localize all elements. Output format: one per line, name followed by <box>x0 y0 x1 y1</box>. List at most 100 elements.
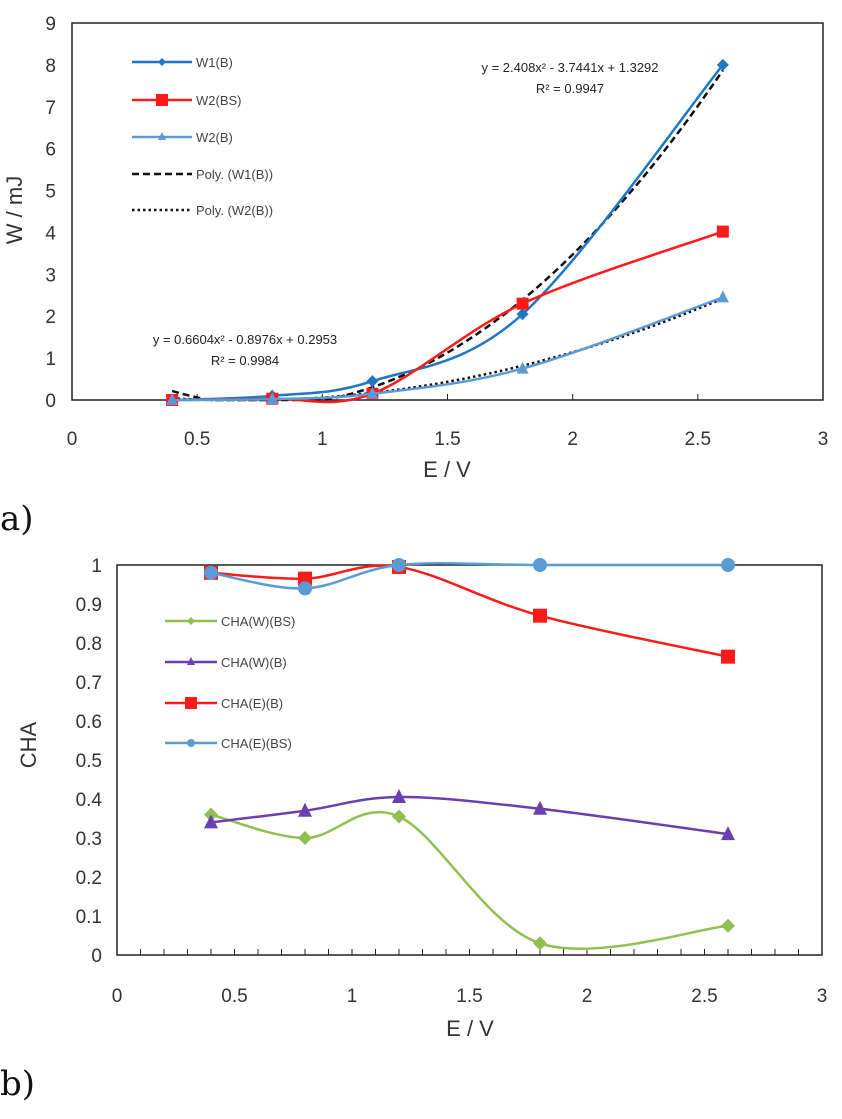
marker-diamond <box>533 936 547 951</box>
marker-triangle <box>298 802 312 817</box>
marker-triangle <box>204 814 218 829</box>
chart-b: 0 0.5 1 1.5 2 2.5 3 0 0.1 0.2 0.3 0.4 0.5 0.6 0.7 0.8 0.… <box>0 556 827 1104</box>
y-axis-label: W / mJ <box>2 176 27 244</box>
legend-label: CHA(W)(B) <box>221 655 287 670</box>
y-tick-label: 6 <box>45 140 56 161</box>
x-tick-label: 0.5 <box>184 429 210 450</box>
y-tick-label: 0.5 <box>76 751 102 772</box>
legend-label: W1(B) <box>196 55 233 70</box>
marker-circle <box>392 558 406 572</box>
y-tick-label: 0.1 <box>76 907 102 928</box>
y-tick-label: 8 <box>45 56 56 77</box>
legend-label: W2(B) <box>196 130 233 145</box>
series-line <box>210 562 728 590</box>
marker-triangle <box>158 132 166 140</box>
x-tick-label: 3 <box>818 429 829 450</box>
series-line <box>210 795 729 836</box>
series-line <box>210 810 729 950</box>
series-W2(B) <box>166 290 729 405</box>
legend-entry: Poly. (W1(B)) <box>132 167 273 182</box>
marker-triangle <box>533 800 547 815</box>
legend-label: Poly. (W2(B)) <box>196 203 273 218</box>
marker-square <box>516 297 529 310</box>
legend-entry: W2(B) <box>132 130 233 145</box>
x-tick-label: 2 <box>567 429 578 450</box>
x-tick-label: 2 <box>582 986 593 1007</box>
marker-square <box>716 225 729 238</box>
series-line <box>172 296 724 402</box>
trendline-equation: y = 0.6604x² - 0.8976x + 0.2953 <box>153 332 337 347</box>
legend-entry: W2(BS) <box>132 93 242 108</box>
y-tick-label: 1 <box>45 349 56 370</box>
x-tick-label: 1.5 <box>456 986 482 1007</box>
marker-square <box>533 608 547 623</box>
marker-triangle <box>392 789 406 804</box>
marker-diamond <box>721 918 735 933</box>
y-tick-label: 7 <box>45 98 56 119</box>
marker-diamond <box>366 375 379 388</box>
legend: W1(B) W2(BS) W2(B) Poly. (W1(B)) Poly. (W2(B… <box>132 55 273 218</box>
marker-square <box>721 649 735 664</box>
trendline-equation: y = 2.408x² - 3.7441x + 1.3292 <box>481 60 658 75</box>
legend-entry: CHA(E)(BS) <box>165 736 292 751</box>
y-tick-label: 0 <box>45 391 56 412</box>
legend-entry: W1(B) <box>132 55 233 70</box>
x-tick-label: 2.5 <box>691 986 717 1007</box>
x-tick-label: 1 <box>347 986 358 1007</box>
y-tick-label: 2 <box>45 307 56 328</box>
x-tick-label: 1 <box>317 429 328 450</box>
y-tick-label: 5 <box>45 182 56 203</box>
marker-triangle <box>187 657 195 665</box>
marker-triangle <box>721 826 735 841</box>
x-tick-label: 0 <box>112 986 123 1007</box>
marker-square <box>298 571 312 586</box>
marker-circle <box>204 565 218 580</box>
series-CHA(W)(BS) <box>204 807 735 951</box>
y-tick-label: 9 <box>45 14 56 35</box>
trendline-r2: R² = 0.9947 <box>536 81 604 96</box>
marker-circle <box>298 581 312 596</box>
marker-triangle <box>716 290 729 303</box>
y-tick-label: 3 <box>45 265 56 286</box>
marker-square <box>185 697 197 709</box>
marker-diamond <box>392 809 406 824</box>
x-axis-label: E / V <box>423 457 471 482</box>
series-CHA(E)(BS) <box>204 558 735 596</box>
x-tick-label: 1.5 <box>434 429 460 450</box>
legend-entry: CHA(W)(BS) <box>165 614 295 629</box>
marker-circle <box>721 558 735 572</box>
x-tick-label: 2.5 <box>685 429 711 450</box>
y-tick-label: 0.9 <box>76 595 102 616</box>
panel-label: b) <box>0 1064 35 1104</box>
x-tick-label: 0 <box>67 429 78 450</box>
marker-diamond <box>716 58 729 71</box>
legend-entry: CHA(E)(B) <box>165 696 283 711</box>
y-tick-label: 0.4 <box>76 790 103 811</box>
series-line <box>172 64 724 402</box>
marker-triangle <box>166 393 179 405</box>
y-tick-label: 0 <box>91 946 102 967</box>
panel-label: a) <box>0 499 34 539</box>
trendline-r2: R² = 0.9984 <box>211 353 279 368</box>
y-tick-label: 0.6 <box>76 712 102 733</box>
marker-triangle <box>266 392 279 405</box>
chart-a: 0 0.5 1 1.5 2 2.5 3 0 1 2 3 4 5 6 7 8 9 E / V W / mJ a) y = … <box>0 14 828 539</box>
legend-label: Poly. (W1(B)) <box>196 167 273 182</box>
legend: CHA(W)(BS) CHA(W)(B) CHA(E)(B) CHA(E)(BS) <box>165 614 295 751</box>
legend-entry: Poly. (W2(B)) <box>132 203 273 218</box>
marker-diamond <box>298 831 312 845</box>
marker-triangle <box>366 386 379 399</box>
legend-label: CHA(E)(BS) <box>221 736 292 751</box>
x-tick-label: 0.5 <box>221 986 247 1007</box>
legend-label: CHA(W)(BS) <box>221 614 295 629</box>
trendline <box>171 69 724 402</box>
x-axis-label: E / V <box>446 1016 494 1041</box>
y-tick-label: 4 <box>45 223 56 244</box>
y-tick-label: 0.8 <box>76 634 102 655</box>
y-tick-label: 0.2 <box>76 868 102 889</box>
legend-label: CHA(E)(B) <box>221 696 283 711</box>
marker-triangle <box>516 361 529 374</box>
series-W2(BS) <box>166 225 729 406</box>
marker-diamond <box>516 308 529 321</box>
series-line <box>210 564 729 658</box>
